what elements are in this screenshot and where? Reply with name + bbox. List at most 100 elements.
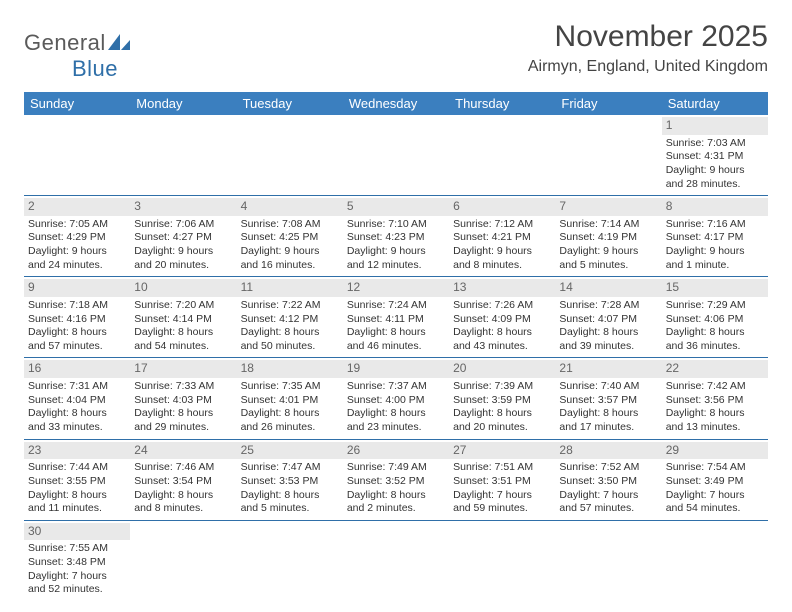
daylight-text: Daylight: 8 hours and 54 minutes. (134, 326, 232, 353)
calendar-cell: . (343, 520, 449, 601)
day-number: 21 (555, 360, 661, 378)
sunset-text: Sunset: 4:19 PM (559, 231, 657, 245)
calendar-cell: 25Sunrise: 7:47 AMSunset: 3:53 PMDayligh… (237, 439, 343, 520)
calendar-cell: 27Sunrise: 7:51 AMSunset: 3:51 PMDayligh… (449, 439, 555, 520)
weekday-header: Friday (555, 92, 661, 115)
daylight-text: Daylight: 8 hours and 57 minutes. (28, 326, 126, 353)
calendar-cell: 13Sunrise: 7:26 AMSunset: 4:09 PMDayligh… (449, 277, 555, 358)
calendar-cell: . (130, 520, 236, 601)
day-number: 18 (237, 360, 343, 378)
sunset-text: Sunset: 3:52 PM (347, 475, 445, 489)
calendar-cell: 22Sunrise: 7:42 AMSunset: 3:56 PMDayligh… (662, 358, 768, 439)
sunrise-text: Sunrise: 7:05 AM (28, 218, 126, 232)
calendar-cell: 10Sunrise: 7:20 AMSunset: 4:14 PMDayligh… (130, 277, 236, 358)
calendar-cell: . (662, 520, 768, 601)
weekday-header: Thursday (449, 92, 555, 115)
calendar-cell: 29Sunrise: 7:54 AMSunset: 3:49 PMDayligh… (662, 439, 768, 520)
calendar-cell: 23Sunrise: 7:44 AMSunset: 3:55 PMDayligh… (24, 439, 130, 520)
calendar-cell: . (449, 115, 555, 196)
daylight-text: Daylight: 8 hours and 8 minutes. (134, 489, 232, 516)
sunset-text: Sunset: 4:25 PM (241, 231, 339, 245)
calendar-cell: 26Sunrise: 7:49 AMSunset: 3:52 PMDayligh… (343, 439, 449, 520)
calendar-body: ......1Sunrise: 7:03 AMSunset: 4:31 PMDa… (24, 115, 768, 601)
daylight-text: Daylight: 7 hours and 52 minutes. (28, 570, 126, 597)
calendar-page: General Blue November 2025 Airmyn, Engla… (0, 0, 792, 612)
daylight-text: Daylight: 7 hours and 57 minutes. (559, 489, 657, 516)
sunrise-text: Sunrise: 7:24 AM (347, 299, 445, 313)
logo-text-general: General (24, 30, 106, 55)
calendar-cell: 30Sunrise: 7:55 AMSunset: 3:48 PMDayligh… (24, 520, 130, 601)
day-number: 13 (449, 279, 555, 297)
day-number: 2 (24, 198, 130, 216)
daylight-text: Daylight: 9 hours and 5 minutes. (559, 245, 657, 272)
sunrise-text: Sunrise: 7:12 AM (453, 218, 551, 232)
sunrise-text: Sunrise: 7:10 AM (347, 218, 445, 232)
sunrise-text: Sunrise: 7:03 AM (666, 137, 764, 151)
sunrise-text: Sunrise: 7:52 AM (559, 461, 657, 475)
sunset-text: Sunset: 3:50 PM (559, 475, 657, 489)
sunrise-text: Sunrise: 7:55 AM (28, 542, 126, 556)
day-number: 4 (237, 198, 343, 216)
daylight-text: Daylight: 9 hours and 28 minutes. (666, 164, 764, 191)
sunset-text: Sunset: 4:31 PM (666, 150, 764, 164)
calendar-cell: 4Sunrise: 7:08 AMSunset: 4:25 PMDaylight… (237, 196, 343, 277)
sunset-text: Sunset: 4:29 PM (28, 231, 126, 245)
sunset-text: Sunset: 3:59 PM (453, 394, 551, 408)
sunrise-text: Sunrise: 7:46 AM (134, 461, 232, 475)
location: Airmyn, England, United Kingdom (528, 58, 768, 76)
sunset-text: Sunset: 4:21 PM (453, 231, 551, 245)
sunrise-text: Sunrise: 7:37 AM (347, 380, 445, 394)
calendar-cell: . (555, 115, 661, 196)
day-number: 25 (237, 442, 343, 460)
calendar-cell: . (555, 520, 661, 601)
day-number: 11 (237, 279, 343, 297)
sunrise-text: Sunrise: 7:54 AM (666, 461, 764, 475)
sunset-text: Sunset: 3:51 PM (453, 475, 551, 489)
day-number: 23 (24, 442, 130, 460)
calendar-cell: 24Sunrise: 7:46 AMSunset: 3:54 PMDayligh… (130, 439, 236, 520)
title-block: November 2025 Airmyn, England, United Ki… (528, 20, 768, 76)
calendar-cell: 14Sunrise: 7:28 AMSunset: 4:07 PMDayligh… (555, 277, 661, 358)
day-number: 26 (343, 442, 449, 460)
daylight-text: Daylight: 8 hours and 43 minutes. (453, 326, 551, 353)
daylight-text: Daylight: 9 hours and 8 minutes. (453, 245, 551, 272)
daylight-text: Daylight: 8 hours and 33 minutes. (28, 407, 126, 434)
month-title: November 2025 (528, 20, 768, 54)
sail-icon (108, 30, 130, 56)
sunset-text: Sunset: 3:49 PM (666, 475, 764, 489)
sunrise-text: Sunrise: 7:42 AM (666, 380, 764, 394)
daylight-text: Daylight: 8 hours and 17 minutes. (559, 407, 657, 434)
day-number: 3 (130, 198, 236, 216)
sunset-text: Sunset: 4:12 PM (241, 313, 339, 327)
calendar-cell: . (24, 115, 130, 196)
day-number: 15 (662, 279, 768, 297)
sunrise-text: Sunrise: 7:47 AM (241, 461, 339, 475)
sunset-text: Sunset: 4:07 PM (559, 313, 657, 327)
weekday-header: Saturday (662, 92, 768, 115)
calendar-cell: 2Sunrise: 7:05 AMSunset: 4:29 PMDaylight… (24, 196, 130, 277)
calendar-cell: 7Sunrise: 7:14 AMSunset: 4:19 PMDaylight… (555, 196, 661, 277)
calendar-cell: 16Sunrise: 7:31 AMSunset: 4:04 PMDayligh… (24, 358, 130, 439)
sunset-text: Sunset: 4:06 PM (666, 313, 764, 327)
daylight-text: Daylight: 8 hours and 36 minutes. (666, 326, 764, 353)
sunrise-text: Sunrise: 7:14 AM (559, 218, 657, 232)
sunrise-text: Sunrise: 7:31 AM (28, 380, 126, 394)
sunrise-text: Sunrise: 7:44 AM (28, 461, 126, 475)
sunrise-text: Sunrise: 7:16 AM (666, 218, 764, 232)
day-number: 27 (449, 442, 555, 460)
calendar-cell: 21Sunrise: 7:40 AMSunset: 3:57 PMDayligh… (555, 358, 661, 439)
logo-text-blue: Blue (72, 56, 118, 81)
weekday-header: Tuesday (237, 92, 343, 115)
sunrise-text: Sunrise: 7:28 AM (559, 299, 657, 313)
sunset-text: Sunset: 3:48 PM (28, 556, 126, 570)
sunset-text: Sunset: 3:56 PM (666, 394, 764, 408)
day-number: 20 (449, 360, 555, 378)
sunrise-text: Sunrise: 7:26 AM (453, 299, 551, 313)
daylight-text: Daylight: 8 hours and 39 minutes. (559, 326, 657, 353)
day-number: 6 (449, 198, 555, 216)
daylight-text: Daylight: 9 hours and 16 minutes. (241, 245, 339, 272)
day-number: 19 (343, 360, 449, 378)
sunset-text: Sunset: 4:14 PM (134, 313, 232, 327)
sunset-text: Sunset: 4:04 PM (28, 394, 126, 408)
daylight-text: Daylight: 8 hours and 20 minutes. (453, 407, 551, 434)
